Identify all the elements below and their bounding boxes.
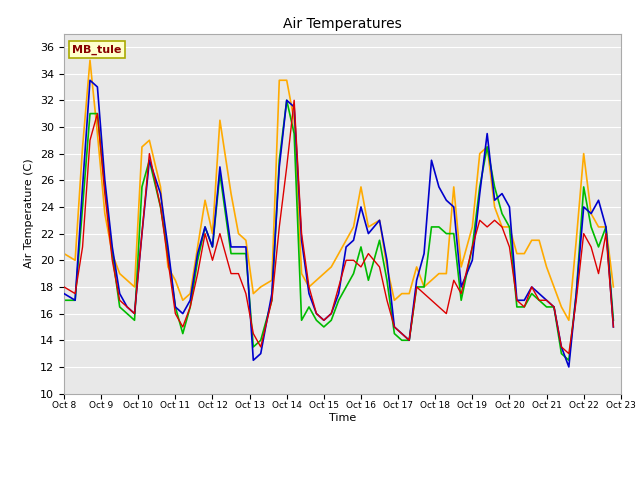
Tsonic xyxy=(257,284,264,290)
li77_temp xyxy=(383,277,391,283)
li75_t xyxy=(383,257,391,263)
Text: MB_tule: MB_tule xyxy=(72,44,122,55)
Line: li77_temp: li77_temp xyxy=(64,100,613,360)
Title: Air Temperatures: Air Temperatures xyxy=(283,17,402,31)
Tsonic xyxy=(383,264,391,270)
X-axis label: Time: Time xyxy=(329,413,356,423)
AirT xyxy=(138,231,146,237)
AirT xyxy=(60,284,68,290)
Legend: AirT, li75_t, li77_temp, Tsonic: AirT, li75_t, li77_temp, Tsonic xyxy=(180,476,505,480)
AirT xyxy=(383,298,391,303)
AirT xyxy=(442,311,450,316)
AirT xyxy=(291,97,298,103)
li77_temp xyxy=(420,284,428,290)
AirT xyxy=(250,331,257,336)
Tsonic xyxy=(565,317,573,323)
Tsonic xyxy=(580,151,588,156)
AirT xyxy=(580,231,588,237)
AirT xyxy=(609,324,617,330)
li75_t xyxy=(565,364,573,370)
li77_temp xyxy=(442,231,450,237)
li77_temp xyxy=(250,344,257,350)
li77_temp xyxy=(580,184,588,190)
Tsonic xyxy=(60,251,68,256)
Tsonic xyxy=(442,271,450,276)
Line: AirT: AirT xyxy=(64,100,613,354)
Tsonic xyxy=(86,58,94,63)
li77_temp xyxy=(60,298,68,303)
li77_temp xyxy=(565,358,573,363)
li77_temp xyxy=(609,317,617,323)
li75_t xyxy=(442,197,450,203)
li75_t xyxy=(580,204,588,210)
Line: li75_t: li75_t xyxy=(64,80,613,367)
li75_t xyxy=(60,291,68,297)
li75_t xyxy=(145,157,153,163)
Tsonic xyxy=(420,284,428,290)
li75_t xyxy=(86,77,94,83)
li75_t xyxy=(420,251,428,256)
li77_temp xyxy=(138,184,146,190)
li75_t xyxy=(257,351,264,357)
li77_temp xyxy=(283,97,291,103)
AirT xyxy=(420,291,428,297)
li75_t xyxy=(609,324,617,330)
Y-axis label: Air Temperature (C): Air Temperature (C) xyxy=(24,159,35,268)
Tsonic xyxy=(609,284,617,290)
Tsonic xyxy=(145,137,153,143)
AirT xyxy=(565,351,573,357)
Line: Tsonic: Tsonic xyxy=(64,60,613,320)
